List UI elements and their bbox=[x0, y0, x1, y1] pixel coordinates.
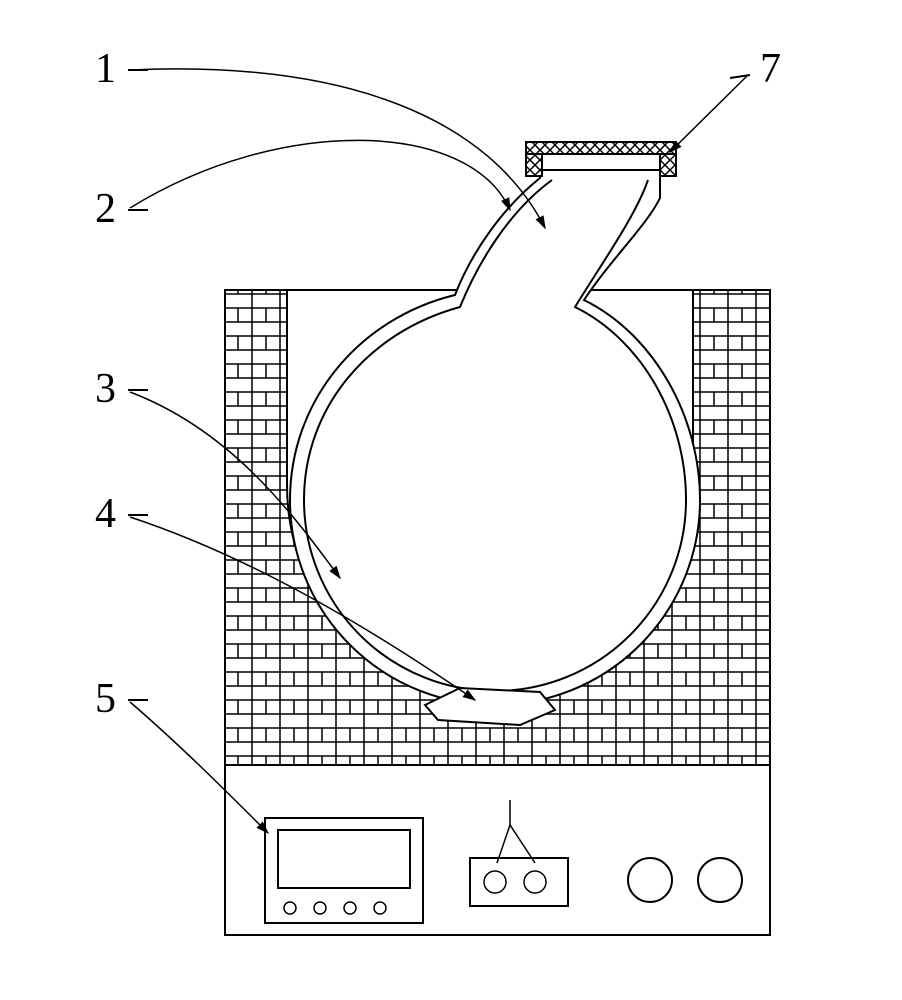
diagram-container: 1 2 3 4 5 7 bbox=[0, 0, 902, 1000]
label-5: 5 bbox=[95, 676, 116, 722]
display-module bbox=[265, 818, 423, 923]
label-1: 1 bbox=[95, 46, 116, 92]
mini-panel bbox=[470, 858, 568, 906]
label-4: 4 bbox=[95, 491, 116, 537]
label-3: 3 bbox=[95, 366, 116, 412]
diagram-svg: 1 2 3 4 5 7 bbox=[0, 0, 902, 1000]
label-2: 2 bbox=[95, 186, 116, 232]
label-7: 7 bbox=[760, 46, 781, 92]
